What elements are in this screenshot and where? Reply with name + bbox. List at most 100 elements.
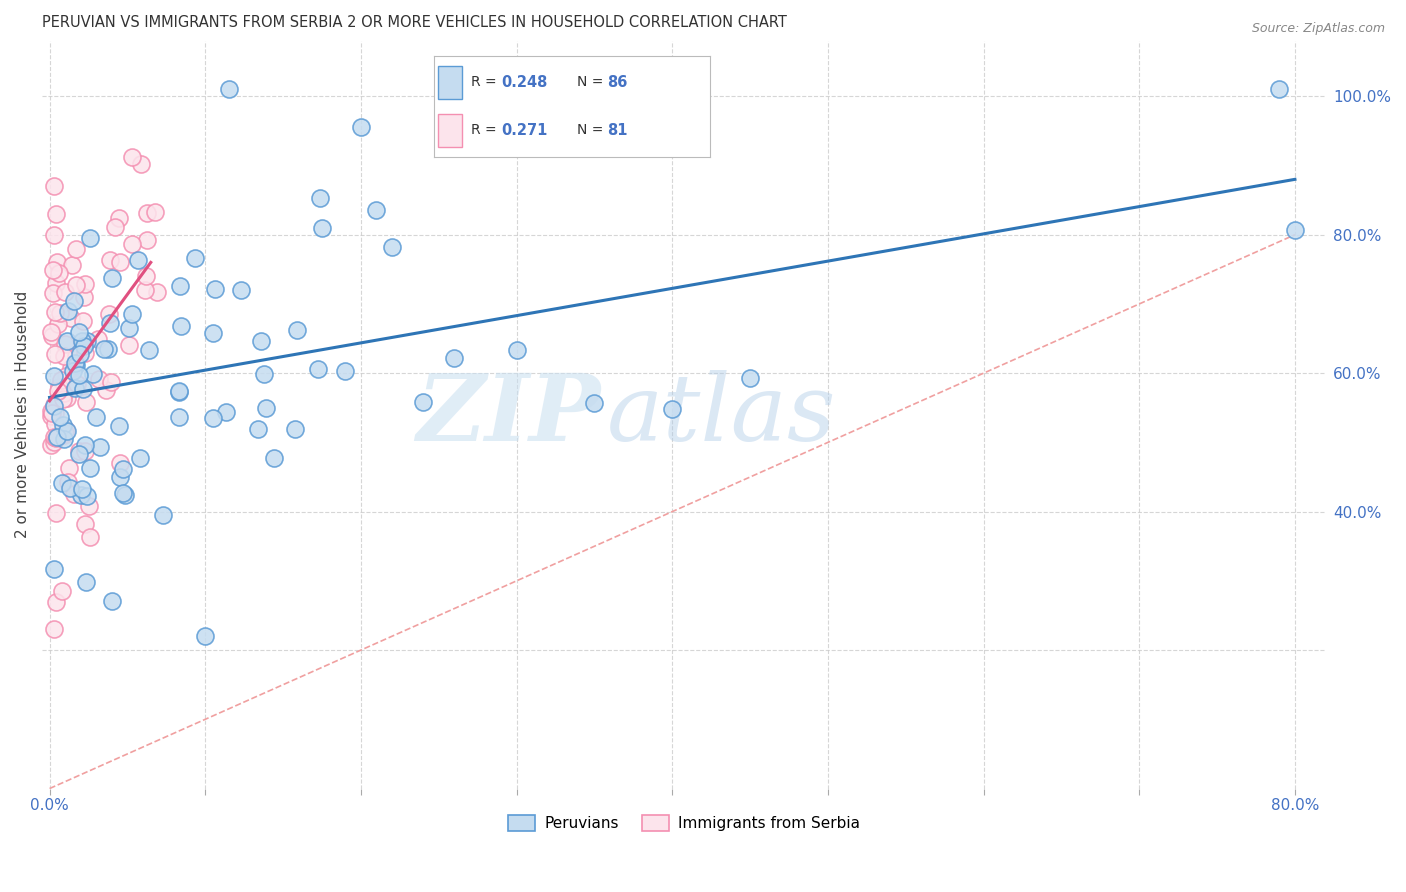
Point bbox=[73, 516, 96, 531]
Point bbox=[48, 379, 70, 393]
Point bbox=[263, 450, 285, 465]
Point bbox=[75, 277, 97, 291]
Point bbox=[98, 317, 121, 331]
Point bbox=[87, 332, 110, 346]
Point bbox=[246, 422, 269, 436]
Point bbox=[77, 499, 100, 513]
Point bbox=[44, 304, 66, 318]
Point bbox=[108, 419, 131, 434]
Point bbox=[52, 349, 75, 363]
Point bbox=[101, 271, 124, 285]
Point bbox=[143, 205, 166, 219]
Point bbox=[55, 334, 77, 348]
Point bbox=[112, 462, 135, 476]
Point bbox=[84, 410, 107, 425]
Point bbox=[121, 307, 143, 321]
Point bbox=[309, 191, 332, 205]
Point bbox=[44, 429, 66, 443]
Point bbox=[62, 487, 84, 501]
Point bbox=[76, 334, 98, 348]
Point bbox=[136, 206, 159, 220]
Point bbox=[44, 227, 66, 242]
Point bbox=[204, 282, 226, 296]
Y-axis label: 2 or more Vehicles in Household: 2 or more Vehicles in Household bbox=[15, 291, 30, 539]
Point bbox=[75, 444, 97, 458]
Point bbox=[443, 351, 465, 365]
Point bbox=[100, 376, 122, 390]
Point bbox=[59, 481, 82, 495]
Point bbox=[46, 384, 69, 398]
Point bbox=[67, 447, 90, 461]
Point bbox=[82, 367, 104, 381]
Point bbox=[48, 266, 70, 280]
Point bbox=[1284, 222, 1306, 236]
Point bbox=[44, 623, 66, 637]
Point bbox=[65, 358, 87, 372]
Point bbox=[63, 294, 86, 309]
Point bbox=[94, 383, 117, 397]
Point bbox=[73, 437, 96, 451]
Point bbox=[127, 252, 149, 267]
Point bbox=[215, 404, 238, 418]
Point bbox=[44, 406, 66, 420]
Point bbox=[218, 82, 240, 96]
Point bbox=[284, 422, 307, 436]
Point bbox=[56, 391, 79, 405]
Point bbox=[112, 486, 135, 500]
Point bbox=[69, 325, 91, 339]
Point bbox=[366, 203, 388, 218]
Legend: Peruvians, Immigrants from Serbia: Peruvians, Immigrants from Serbia bbox=[502, 809, 866, 837]
Point bbox=[51, 476, 73, 491]
Point bbox=[201, 410, 224, 425]
Point bbox=[104, 220, 127, 235]
Point bbox=[184, 251, 207, 265]
Point bbox=[229, 283, 252, 297]
Point bbox=[583, 395, 606, 409]
Point bbox=[59, 311, 82, 326]
Point bbox=[201, 326, 224, 340]
Point bbox=[93, 342, 115, 356]
Point bbox=[56, 475, 79, 489]
Point bbox=[100, 594, 122, 608]
Point bbox=[42, 263, 65, 277]
Point bbox=[49, 373, 72, 387]
Point bbox=[63, 356, 86, 370]
Point bbox=[55, 369, 77, 384]
Point bbox=[44, 369, 66, 384]
Point bbox=[52, 392, 75, 406]
Point bbox=[350, 120, 373, 134]
Point bbox=[136, 233, 159, 247]
Point bbox=[146, 285, 169, 300]
Point bbox=[79, 461, 101, 475]
Point bbox=[45, 276, 67, 290]
Point bbox=[69, 347, 91, 361]
Text: Source: ZipAtlas.com: Source: ZipAtlas.com bbox=[1251, 22, 1385, 36]
Point bbox=[56, 425, 79, 439]
Point bbox=[39, 325, 62, 339]
Point bbox=[55, 423, 77, 437]
Point bbox=[51, 584, 73, 599]
Point bbox=[45, 594, 67, 608]
Point bbox=[58, 461, 80, 475]
Point bbox=[121, 236, 143, 251]
Point bbox=[167, 384, 190, 398]
Point bbox=[39, 438, 62, 452]
Point bbox=[152, 508, 174, 522]
Point bbox=[121, 150, 143, 164]
Text: ZIP: ZIP bbox=[416, 369, 600, 459]
Point bbox=[505, 343, 527, 358]
Point bbox=[44, 562, 66, 576]
Point bbox=[335, 364, 357, 378]
Point bbox=[44, 179, 66, 194]
Point bbox=[73, 339, 96, 353]
Point bbox=[98, 253, 121, 268]
Point bbox=[65, 349, 87, 363]
Point bbox=[46, 429, 69, 443]
Point bbox=[66, 377, 89, 392]
Point bbox=[135, 269, 157, 284]
Point bbox=[311, 220, 333, 235]
Point bbox=[44, 417, 66, 432]
Point bbox=[129, 450, 152, 465]
Point bbox=[65, 242, 87, 256]
Point bbox=[49, 409, 72, 424]
